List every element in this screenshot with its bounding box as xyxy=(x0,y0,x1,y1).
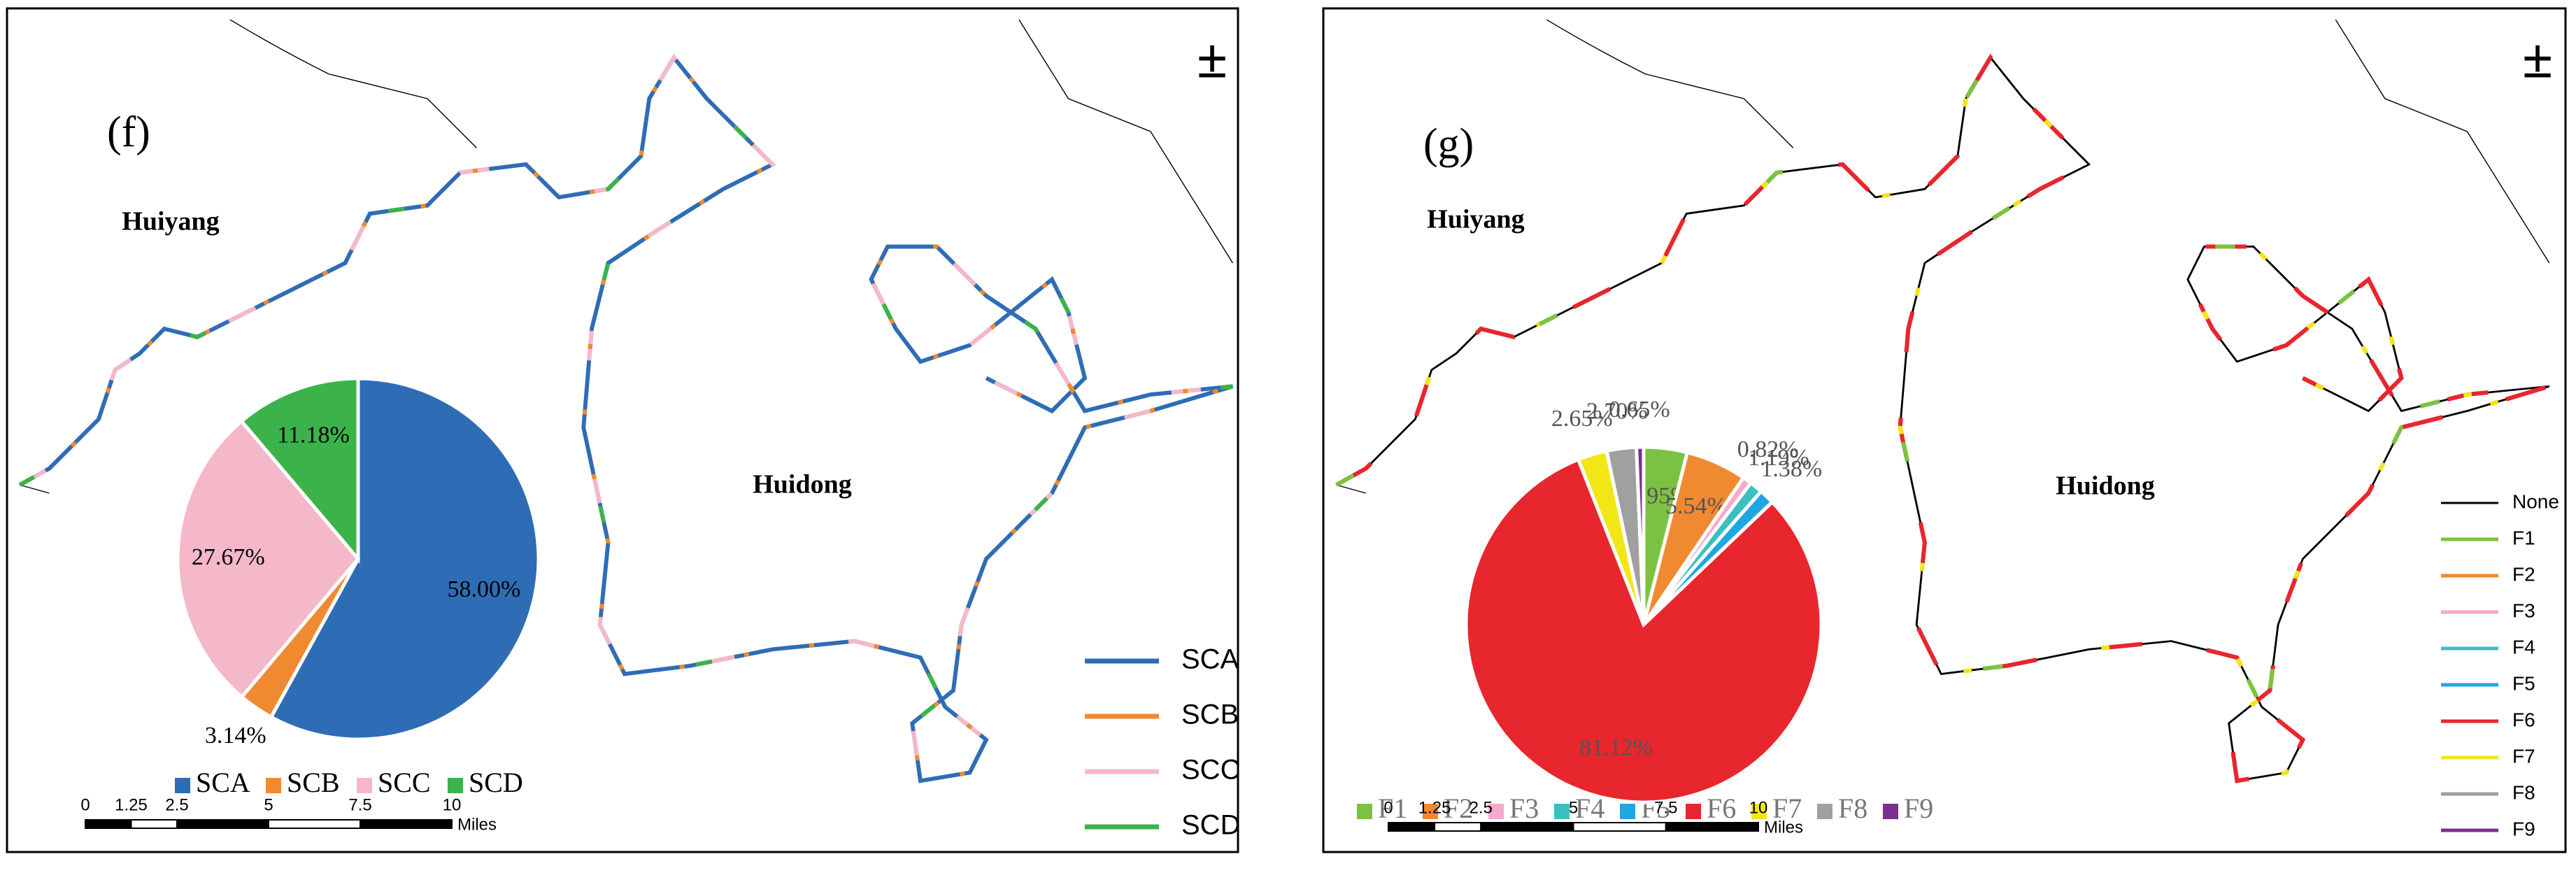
scale-tick-label: 2.5 xyxy=(165,795,188,814)
map-legend-label: SCD xyxy=(1181,810,1240,841)
slice-label: 27.67% xyxy=(192,544,265,570)
legend-label: F6 xyxy=(1707,793,1736,824)
legend-swatch xyxy=(1357,804,1372,819)
legend-swatch xyxy=(357,778,372,793)
legend-label: F8 xyxy=(1838,793,1867,824)
legend-swatch xyxy=(1751,804,1767,819)
legend-swatch xyxy=(1554,804,1570,819)
legend-swatch xyxy=(1686,804,1701,819)
scale-tick-label: 7.5 xyxy=(1654,798,1677,817)
scale-segment xyxy=(1434,822,1482,832)
map-legend-label: F8 xyxy=(2512,781,2535,803)
scale-segment xyxy=(1480,822,1574,832)
slice-label: 3.14% xyxy=(205,723,266,748)
map-legend-label: F2 xyxy=(2512,563,2535,585)
place-name: Huidong xyxy=(2056,471,2155,501)
scale-tick-label: 0 xyxy=(1383,798,1393,817)
scale-segment xyxy=(85,819,132,829)
scale-tick-label: 10 xyxy=(443,795,462,814)
legend-label: F9 xyxy=(1904,793,1933,824)
pie-slice xyxy=(176,418,361,700)
map-legend-label: None xyxy=(2512,490,2559,512)
panel-label: (f) xyxy=(107,108,150,156)
legend-swatch xyxy=(448,778,463,793)
map-legend-label: F9 xyxy=(2512,818,2535,839)
legend-swatch xyxy=(1620,804,1635,819)
slice-label: 58.00% xyxy=(448,576,521,602)
legend-label: F7 xyxy=(1772,793,1802,824)
scale-tick-label: 5 xyxy=(1569,798,1578,817)
legend-swatch xyxy=(266,778,281,793)
scale-tick-label: 2.5 xyxy=(1470,798,1493,817)
slice-label: 0.82% xyxy=(1737,436,1799,462)
pie-slice xyxy=(1464,457,1823,804)
slice-label: 81.12% xyxy=(1579,734,1653,760)
scale-tick-label: 1.25 xyxy=(115,795,148,814)
slice-label: 11.18% xyxy=(277,422,350,448)
map-legend-label: SCA xyxy=(1181,644,1239,675)
scale-segment xyxy=(130,819,178,829)
panel-frame xyxy=(1322,7,2567,853)
scale-unit: Miles xyxy=(1764,818,1803,837)
scale-tick-label: 1.25 xyxy=(1418,798,1451,817)
scale-tick-label: 5 xyxy=(264,795,273,814)
slice-label: 2.70% xyxy=(1586,398,1648,424)
map-legend-label: F3 xyxy=(2512,599,2535,621)
scale-segment xyxy=(360,819,453,829)
map-legend-label: F5 xyxy=(2512,672,2535,694)
place-name: Huiyang xyxy=(1427,205,1524,234)
map-legend-label: F1 xyxy=(2512,527,2535,548)
slice-label: 2.65% xyxy=(1551,406,1613,432)
scale-tick-label: 10 xyxy=(1749,798,1768,817)
place-name: Huiyang xyxy=(122,207,219,236)
panel-frame xyxy=(6,7,1239,853)
legend-swatch xyxy=(1883,804,1898,819)
scale-segment xyxy=(176,819,269,829)
legend-swatch xyxy=(1488,804,1504,819)
slice-label: 0.65% xyxy=(1609,397,1670,423)
legend-label: F1 xyxy=(1378,793,1407,824)
legend-swatch xyxy=(175,778,190,793)
north-arrow: ± xyxy=(2522,28,2553,90)
panel-label: (g) xyxy=(1423,120,1474,168)
legend-swatch xyxy=(1423,804,1438,819)
pie-slice xyxy=(239,376,360,564)
legend-label: F3 xyxy=(1509,793,1539,824)
legend-label: SCD xyxy=(469,767,523,798)
pie-slice xyxy=(269,376,541,741)
map-legend-label: SCB xyxy=(1181,700,1239,730)
scale-tick-label: 7.5 xyxy=(348,795,371,814)
map-legend-label: SCC xyxy=(1181,755,1240,786)
scale-segment xyxy=(268,819,361,829)
legend-label: SCB xyxy=(287,767,340,798)
legend-label: F2 xyxy=(1444,793,1473,824)
legend-label: SCC xyxy=(378,767,431,798)
slice-label: 1.38% xyxy=(1760,456,1822,482)
north-arrow: ± xyxy=(1197,28,1227,90)
legend-label: SCA xyxy=(196,767,250,798)
legend-swatch xyxy=(1817,804,1833,819)
scale-segment xyxy=(1572,822,1667,832)
place-name: Huidong xyxy=(753,470,852,499)
map-legend-label: F6 xyxy=(2512,709,2535,730)
slice-label: 1.19% xyxy=(1748,445,1809,471)
scale-tick-label: 0 xyxy=(80,795,90,814)
scale-segment xyxy=(1388,822,1436,832)
pie-slice xyxy=(1635,445,1646,625)
map-legend-label: F7 xyxy=(2512,745,2535,767)
scale-segment xyxy=(1665,822,1759,832)
scale-unit: Miles xyxy=(457,815,497,834)
map-legend-label: F4 xyxy=(2512,636,2535,658)
